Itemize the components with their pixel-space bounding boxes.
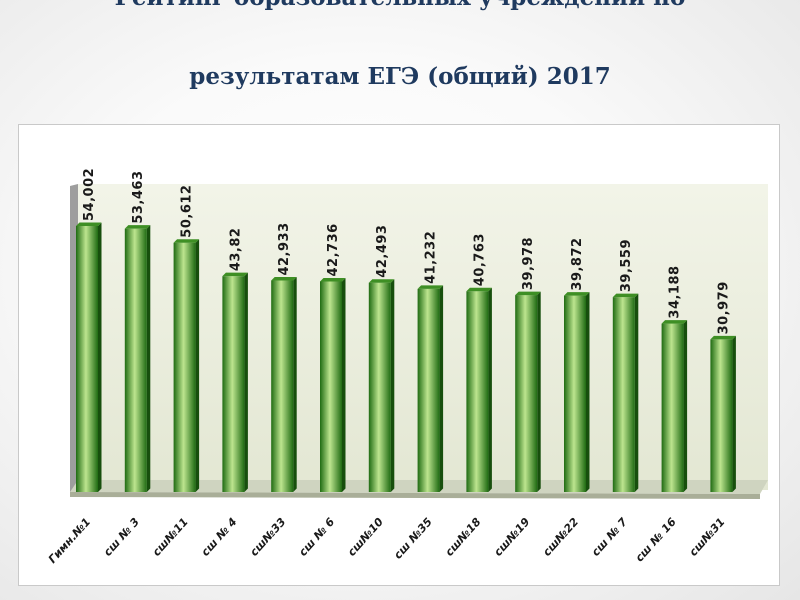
- bar-front: [271, 280, 294, 492]
- bar-value-label: 41,232: [424, 231, 439, 284]
- bar-side: [488, 287, 492, 492]
- bar-value-label: 42,736: [326, 223, 341, 276]
- bar-side: [293, 277, 297, 492]
- plot-floor-edge: [70, 492, 760, 499]
- value-labels-group: 54,002 53,463 50,612 43,82 42,933 42,736 42,49…: [82, 168, 731, 335]
- bar-top: [320, 277, 346, 282]
- bar-value-label: 42,933: [277, 222, 292, 275]
- bar-side: [683, 320, 688, 492]
- bar-value-label: 34,188: [668, 265, 683, 318]
- category-label: сш№11: [150, 515, 191, 558]
- bar-top: [466, 287, 492, 292]
- bar-side: [146, 225, 151, 492]
- bar-top: [368, 279, 395, 283]
- bar-top: [710, 335, 736, 340]
- bar: [271, 277, 297, 492]
- bar-front: [417, 288, 440, 492]
- bar: [76, 222, 102, 492]
- slide-title-line-2: результатам ЕГЭ (общий) 2017: [189, 63, 611, 90]
- bar: [661, 320, 688, 492]
- category-label: сш № 6: [296, 515, 337, 559]
- bar-value-label: 54,002: [82, 168, 97, 221]
- bar-side: [244, 272, 248, 492]
- category-label: сш №35: [391, 515, 435, 562]
- bar-front: [515, 295, 538, 492]
- bar-front: [612, 297, 635, 492]
- bar-front: [173, 242, 196, 492]
- bar-value-label: 39,872: [570, 237, 585, 290]
- bar-side: [537, 291, 541, 492]
- bar-value-label: 30,979: [716, 281, 731, 334]
- bar-side: [732, 335, 736, 492]
- bar-value-label: 42,493: [375, 225, 390, 278]
- bar-top: [564, 292, 590, 296]
- slide-title-line-1: Рейтинг образовательных учреждений по: [0, 0, 800, 11]
- bar: [417, 285, 444, 492]
- category-label: сш№19: [491, 515, 532, 559]
- bar: [222, 272, 248, 492]
- bar-value-label: 43,82: [228, 228, 243, 272]
- bar: [320, 277, 346, 492]
- bar-value-label: 40,763: [472, 233, 487, 286]
- category-label: Гимн.№1: [46, 515, 93, 566]
- category-label: сш№22: [540, 515, 581, 559]
- bar: [466, 287, 492, 492]
- bar-side: [342, 277, 346, 492]
- bar-front: [466, 291, 489, 492]
- bar-value-label: 50,612: [180, 185, 195, 238]
- bar: [173, 239, 200, 492]
- bar-value-label: 39,978: [521, 237, 536, 290]
- category-label: сш№31: [687, 515, 728, 558]
- bar-top: [222, 272, 248, 277]
- bar: [368, 279, 395, 492]
- bar-top: [661, 320, 688, 324]
- category-label: сш№33: [247, 515, 288, 559]
- bar: [124, 225, 151, 492]
- bar-top: [612, 293, 639, 298]
- bar-top: [417, 285, 444, 289]
- bar-value-label: 53,463: [131, 170, 146, 223]
- category-label: сш № 16: [633, 515, 679, 564]
- bar: [612, 293, 639, 492]
- bar-front: [124, 228, 147, 492]
- bar-side: [390, 279, 395, 492]
- category-label: сш№18: [443, 515, 484, 559]
- category-label: сш№10: [345, 515, 386, 559]
- bar-front: [661, 323, 684, 492]
- bar-top: [173, 239, 200, 243]
- bar-top: [515, 291, 541, 296]
- bar-front: [222, 276, 245, 492]
- bar-front: [76, 226, 98, 492]
- bar-top: [271, 277, 297, 281]
- category-label: сш № 4: [199, 515, 240, 558]
- bar-top: [76, 222, 102, 226]
- bars-group: [76, 222, 736, 492]
- bar-front: [564, 295, 586, 492]
- bar-side: [439, 285, 444, 492]
- bar-top: [124, 225, 151, 229]
- bar-side: [195, 239, 200, 492]
- bar: [564, 292, 590, 492]
- bar-side: [634, 293, 639, 492]
- bar-front: [368, 282, 391, 492]
- bar-front: [320, 281, 342, 492]
- category-label: сш № 7: [589, 515, 630, 559]
- category-label: сш № 3: [101, 515, 142, 559]
- bar-side: [586, 292, 590, 492]
- bar-front: [710, 339, 733, 492]
- bar: [515, 291, 541, 492]
- bar-value-label: 39,559: [619, 239, 634, 292]
- category-labels-group: Гимн.№1 сш № 3 сш№11 сш № 4 сш№33 сш № 6 сш№10…: [46, 515, 728, 566]
- bar: [710, 335, 736, 492]
- bar-side: [98, 222, 102, 492]
